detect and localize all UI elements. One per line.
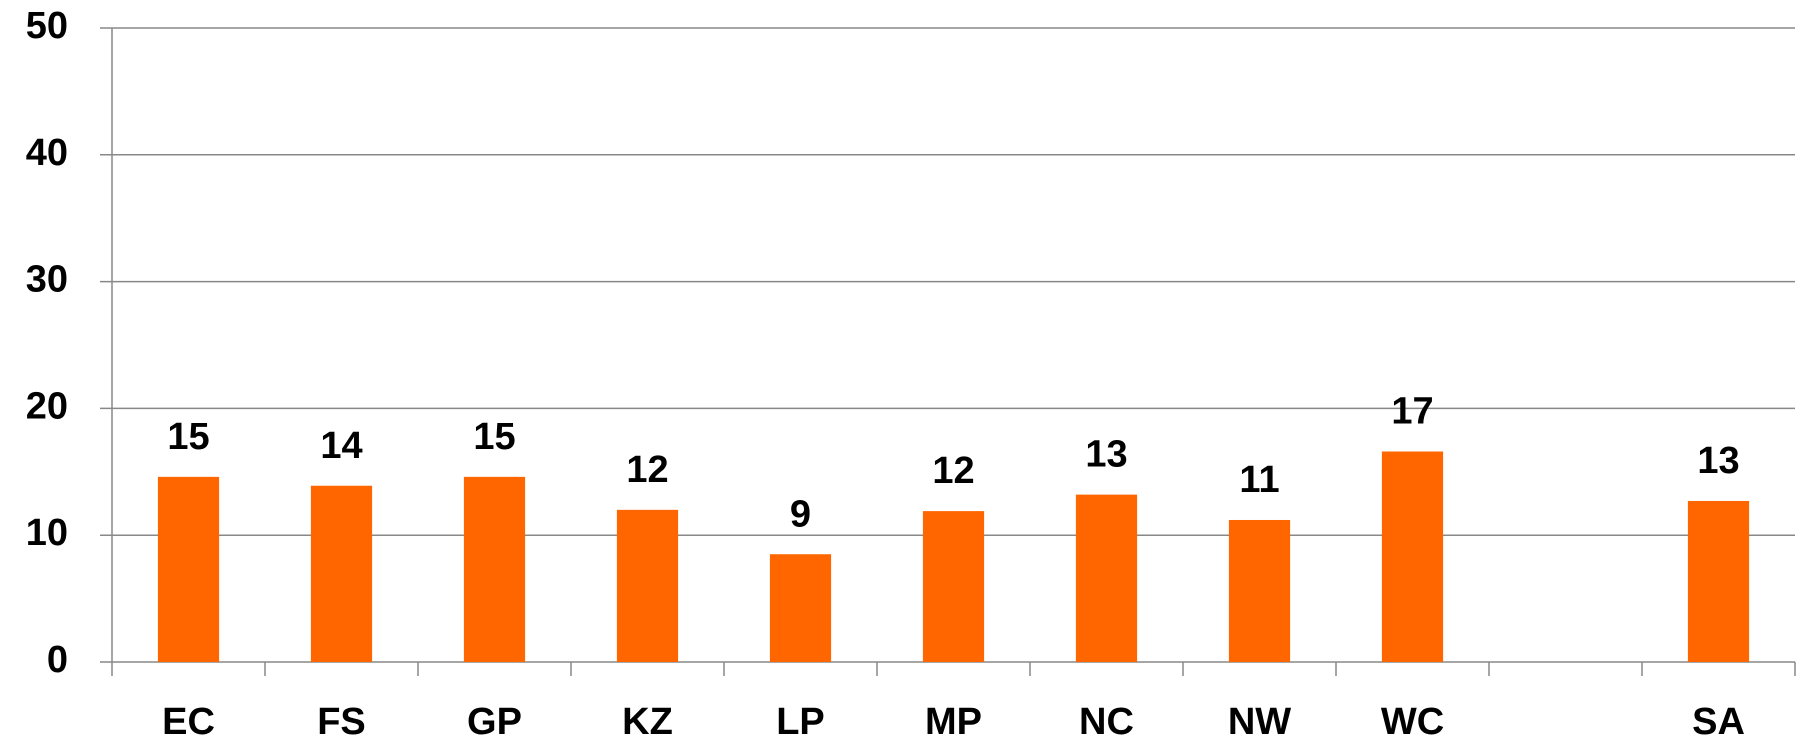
bar [922,511,985,662]
data-label: 11 [1239,459,1279,501]
x-tick-label: WC [1381,701,1444,743]
x-tick-label: KZ [622,701,673,743]
bar [1228,519,1291,662]
data-label: 17 [1391,391,1433,433]
bar [616,509,679,662]
data-label: 12 [626,449,668,491]
x-tick-label: MP [925,701,982,743]
y-tick-label: 0 [47,639,68,681]
x-tick-label: SA [1692,701,1745,743]
bar [1075,494,1138,662]
bar [310,485,373,662]
bar [1687,500,1750,662]
data-label: 13 [1697,440,1739,482]
y-tick-label: 20 [26,385,68,427]
x-tick-label: LP [776,701,825,743]
data-label: 13 [1085,434,1127,476]
bar [1381,451,1444,662]
data-label: 15 [473,416,515,458]
x-tick-label: NC [1079,701,1134,743]
x-tick-label: GP [467,701,522,743]
y-tick-label: 30 [26,259,68,301]
bar [157,476,220,662]
x-tick-label: EC [162,701,215,743]
data-label: 15 [167,416,209,458]
y-tick-label: 50 [26,5,68,47]
x-tick-label: NW [1228,701,1291,743]
y-tick-label: 40 [26,132,68,174]
data-label: 12 [932,450,974,492]
y-tick-label: 10 [26,512,68,554]
bar [463,476,526,662]
data-label: 14 [320,425,362,467]
x-tick-label: FS [317,701,366,743]
bar [769,554,832,662]
data-label: 9 [790,493,811,535]
